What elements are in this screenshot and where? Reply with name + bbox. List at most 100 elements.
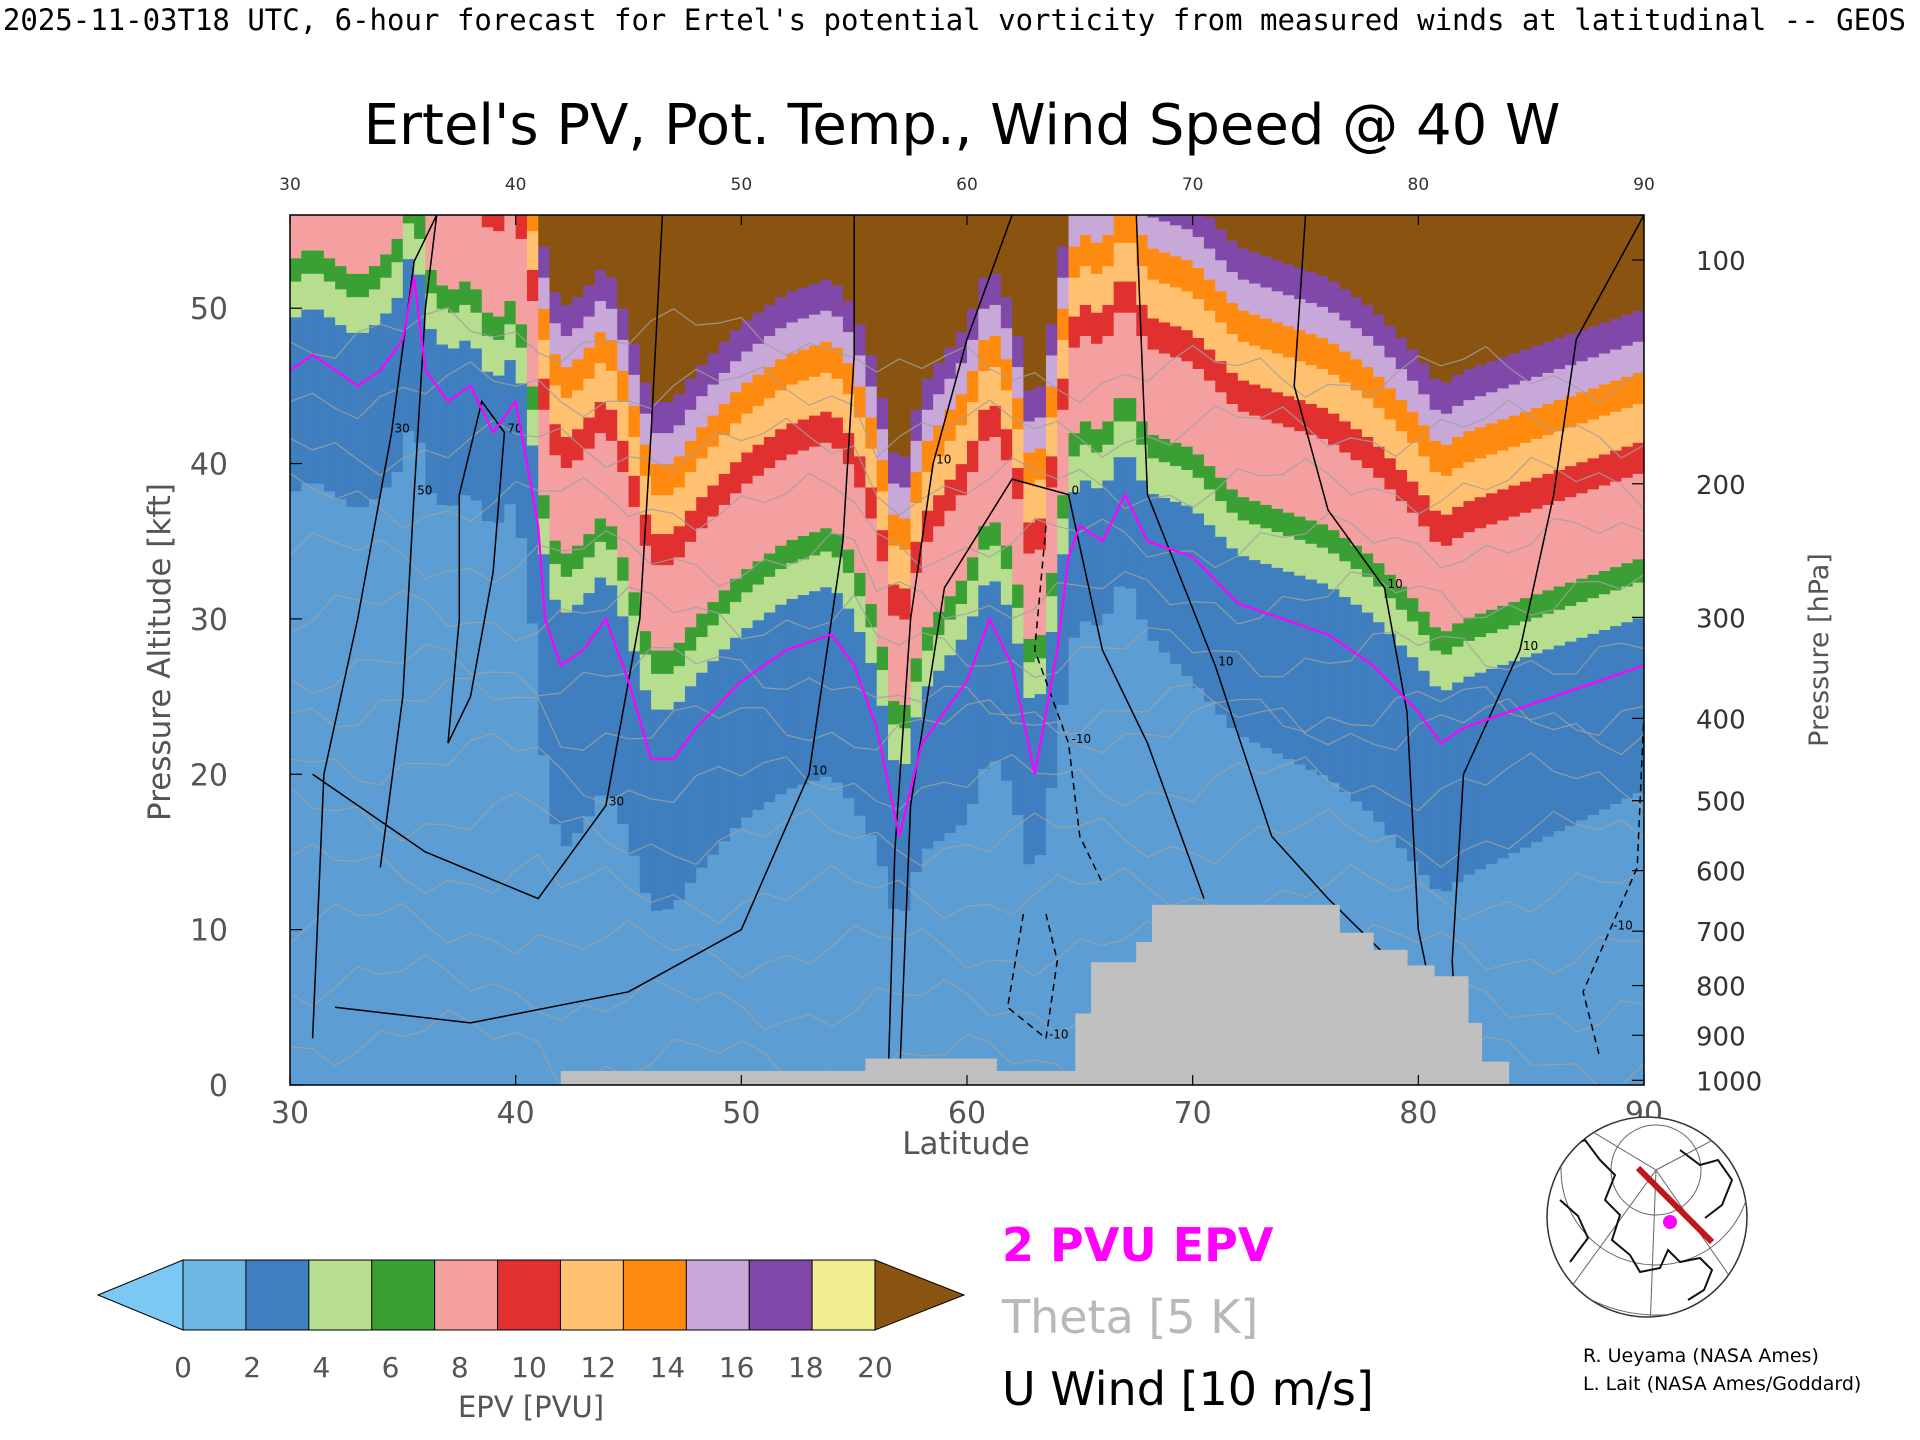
pv-band-cell xyxy=(1632,519,1644,560)
tropo-upper-cell xyxy=(831,642,844,783)
colorbar-segment xyxy=(245,1259,310,1331)
tropo-upper-cell xyxy=(605,634,618,799)
credit-line-1: R. Ueyama (NASA Ames) xyxy=(1583,1345,1819,1367)
pv-band-cell xyxy=(1091,273,1103,313)
pv-band-cell xyxy=(1260,387,1273,420)
x-tick-label: 70 xyxy=(1174,1096,1212,1131)
pv-band-cell xyxy=(1553,469,1566,502)
pv-band-cell xyxy=(560,552,573,577)
pv-band-cell xyxy=(1282,426,1295,474)
pv-band-cell xyxy=(594,479,607,519)
tropo-low-cell xyxy=(572,832,584,1085)
pv-band-cell xyxy=(1305,543,1318,580)
pv-band-cell xyxy=(1147,457,1160,495)
pv-band-cell xyxy=(1519,512,1532,560)
tropo-upper-cell xyxy=(1023,747,1036,865)
tropo-upper-cell xyxy=(1632,667,1644,794)
pv-band-cell xyxy=(1384,457,1397,490)
pv-band-cell xyxy=(978,215,991,278)
tropo-upper-cell xyxy=(1294,624,1307,765)
u-wind-contour-label: -10 xyxy=(1049,1027,1069,1041)
x-top-tick-label: 40 xyxy=(505,175,527,195)
pv-band-cell xyxy=(1384,325,1397,358)
pv-band-cell xyxy=(865,416,878,449)
pv-band-cell xyxy=(1384,387,1397,420)
tropo-upper-cell xyxy=(1384,683,1397,836)
u-wind-contour-label: 10 xyxy=(1218,655,1233,669)
pv-band-cell xyxy=(809,376,821,416)
pv-band-cell xyxy=(481,215,494,228)
pv-band-cell xyxy=(1373,407,1386,447)
pv-band-cell xyxy=(436,308,449,345)
pv-band-cell xyxy=(763,436,776,469)
pv-band-cell xyxy=(1057,409,1070,457)
pv-band-cell xyxy=(301,249,314,274)
pv-band-cell xyxy=(1170,501,1182,552)
tropo-low-cell xyxy=(368,498,381,1085)
pv-band-cell xyxy=(865,626,878,664)
pv-band-cell xyxy=(797,348,810,381)
pv-band-cell xyxy=(1316,337,1329,370)
pv-band-cell xyxy=(1553,215,1566,338)
pv-band-cell xyxy=(1249,383,1261,416)
pv-band-cell xyxy=(741,319,754,352)
pv-band-cell xyxy=(1553,585,1566,610)
pv-band-cell xyxy=(1395,585,1408,610)
pv-band-cell xyxy=(797,215,810,288)
pv-band-cell xyxy=(741,529,754,570)
terrain-block xyxy=(560,1071,866,1085)
pv-band-cell xyxy=(797,418,810,451)
pv-band-cell xyxy=(673,556,686,604)
pv-band-cell xyxy=(1305,271,1318,303)
tropo-low-cell xyxy=(357,506,370,1085)
pv-band-cell xyxy=(1474,672,1487,723)
pv-band-cell xyxy=(323,316,336,368)
pv-band-cell xyxy=(1621,314,1634,346)
pv-band-cell xyxy=(1260,317,1273,350)
pv-band-cell xyxy=(1136,304,1149,337)
pv-band-cell xyxy=(1395,547,1408,587)
pv-band-cell xyxy=(594,576,607,628)
pv-band-cell xyxy=(1587,215,1600,327)
pv-band-cell xyxy=(763,366,776,399)
pv-band-cell xyxy=(1057,494,1070,519)
pv-band-cell xyxy=(1124,397,1137,422)
pv-band-cell xyxy=(1102,234,1115,267)
pv-band-cell xyxy=(1486,453,1498,494)
pv-band-cell xyxy=(707,352,720,385)
pv-band-cell xyxy=(1316,523,1329,548)
x-tick-label: 60 xyxy=(948,1096,986,1131)
pv-band-cell xyxy=(1621,621,1634,672)
pv-band-cell xyxy=(696,426,709,459)
pv-band-cell xyxy=(1350,545,1363,570)
pv-band-cell xyxy=(1294,329,1307,362)
pv-band-cell xyxy=(549,384,562,425)
pv-band-cell xyxy=(696,364,709,397)
tropo-low-cell xyxy=(1147,640,1160,1085)
pv-band-cell xyxy=(797,317,810,350)
pv-band-cell xyxy=(1339,382,1352,422)
pv-band-cell xyxy=(470,347,483,399)
pv-band-cell xyxy=(1057,277,1070,309)
pv-band-cell xyxy=(572,296,584,329)
pv-band-cell xyxy=(1610,527,1623,568)
pv-band-cell xyxy=(797,558,810,596)
pv-band-cell xyxy=(933,634,946,671)
tropo-upper-cell xyxy=(1282,620,1295,759)
y-tick-label: 10 xyxy=(190,914,228,949)
pv-band-cell xyxy=(628,475,641,507)
pv-band-cell xyxy=(944,215,957,348)
pv-band-cell xyxy=(1486,360,1498,393)
pv-band-cell xyxy=(290,218,302,259)
pv-band-cell xyxy=(1158,497,1171,548)
pv-band-cell xyxy=(560,304,573,337)
pv-band-cell xyxy=(933,494,946,527)
pv-band-cell xyxy=(1136,234,1149,267)
pv-band-cell xyxy=(1576,461,1589,494)
tropo-upper-cell xyxy=(1170,550,1182,665)
pv-band-cell xyxy=(1328,413,1340,445)
pv-band-cell xyxy=(1294,399,1307,432)
tropo-upper-cell xyxy=(684,735,697,883)
tropo-low-cell xyxy=(1553,830,1566,1085)
pv-band-cell xyxy=(1429,215,1442,379)
